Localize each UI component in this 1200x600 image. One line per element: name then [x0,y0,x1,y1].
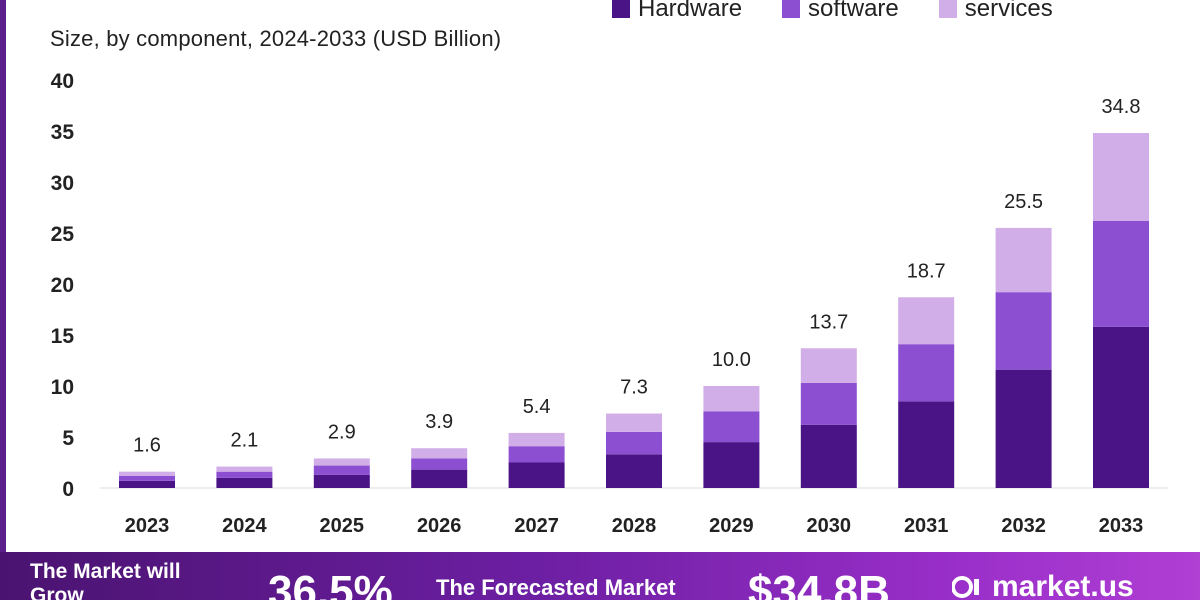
bar-segment-software [606,431,662,455]
bar-segment-software [995,292,1052,370]
legend-swatch-software [782,0,801,18]
legend-label-software: software [808,0,899,22]
x-tick-label: 2027 [514,515,559,537]
bar-segment-software [313,465,370,475]
y-tick-label: 25 [51,223,75,246]
bar-segment-services [1093,133,1149,221]
bar-segment-software [119,475,175,481]
legend-item-services: services [938,0,1053,23]
bar-segment-hardware [216,477,273,488]
x-tick-label: 2032 [1001,515,1046,537]
bar-total-label: 18.7 [907,260,946,282]
bar-segment-hardware [995,369,1052,488]
bar-segment-software [411,458,468,470]
footer-forecast-text: The Forecasted Market [436,575,676,600]
y-tick-label: 0 [62,478,74,501]
y-tick-label: 40 [51,70,74,93]
bar-segment-services [995,227,1052,293]
left-frame-bar [0,0,6,560]
bar-total-label: 5.4 [523,396,551,418]
bar-segment-software [1093,220,1149,327]
chart-legend: Hardware software services [612,0,1053,22]
footer-grow-text: The Market will Grow [30,560,181,600]
footer-logo-text: market.us [992,570,1134,600]
x-tick-label: 2030 [807,515,852,537]
y-tick-label: 10 [51,376,74,399]
bar-segment-services [119,471,175,476]
bar-total-label: 2.9 [328,421,356,443]
bar-total-label: 3.9 [425,411,453,433]
legend-item-hardware: Hardware [612,0,742,23]
footer-logo: market.us [952,572,1134,600]
y-tick-label: 5 [62,427,74,450]
bar-segment-services [508,432,565,447]
x-tick-label: 2026 [417,515,462,537]
bar-total-label: 7.3 [620,377,648,399]
bar-total-label: 10.0 [712,349,751,371]
bar-segment-hardware [508,462,565,488]
bar-segment-software [216,471,273,478]
y-tick-label: 20 [51,274,74,297]
bar-segment-services [898,297,955,345]
bar-total-label: 34.8 [1102,96,1141,118]
bar-segment-services [216,466,273,472]
legend-item-software: software [782,0,899,23]
bar-total-label: 1.6 [133,435,161,457]
bar-total-label: 2.1 [230,430,258,452]
chart-subtitle: Size, by component, 2024-2033 (USD Billi… [50,26,502,51]
bar-segment-services [606,413,662,432]
bar-segment-hardware [898,401,955,488]
x-tick-label: 2028 [612,515,657,537]
bar-total-label: 13.7 [809,311,848,333]
y-tick-label: 35 [51,121,75,144]
footer-cagr-value: 36.5% [268,567,393,600]
y-tick-label: 30 [51,172,74,195]
bar-total-label: 25.5 [1004,191,1043,213]
legend-label-hardware: Hardware [638,0,743,22]
bar-segment-hardware [119,480,175,488]
market-logo-icon [952,576,979,598]
bar-segment-hardware [411,469,468,488]
x-tick-label: 2029 [709,515,754,537]
x-tick-label: 2033 [1099,515,1144,537]
footer-banner: The Market will Grow 36.5% The Forecaste… [0,552,1200,600]
bar-segment-hardware [1093,326,1149,488]
bar-segment-software [800,382,857,425]
x-tick-label: 2024 [222,515,267,537]
legend-swatch-services [938,0,957,18]
bar-segment-software [703,411,760,443]
bar-segment-software [898,344,955,402]
bar-segment-hardware [313,474,370,488]
bar-segment-services [703,386,760,412]
bar-segment-hardware [703,442,760,488]
bar-segment-services [800,348,857,383]
x-tick-label: 2031 [904,515,949,537]
y-tick-label: 15 [51,325,75,348]
bar-segment-software [508,446,565,463]
bar-segment-services [411,448,468,459]
legend-label-services: services [964,0,1053,22]
stacked-bar-chart: 05101520253035401.620232.120242.920253.9… [51,70,1168,537]
x-tick-label: 2023 [125,515,170,537]
bar-segment-services [313,458,370,466]
bar-segment-hardware [800,424,857,488]
footer-market-value: $34.8B [748,567,890,600]
legend-swatch-hardware [612,0,630,18]
x-tick-label: 2025 [320,515,365,537]
bar-segment-hardware [606,454,662,488]
